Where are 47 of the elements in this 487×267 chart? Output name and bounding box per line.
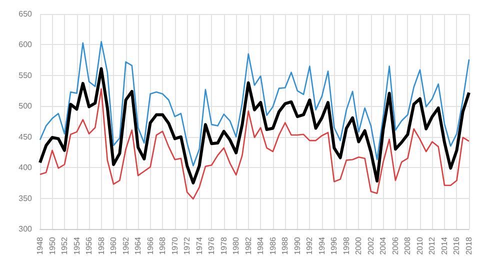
x-tick-label: 1992	[305, 236, 314, 255]
x-tick-label: 1956	[84, 236, 94, 255]
x-tick-label: 1976	[207, 236, 216, 255]
x-tick-label: 1980	[232, 236, 241, 255]
x-tick-label: 1966	[146, 236, 155, 255]
x-tick-label: 1984	[256, 236, 266, 255]
x-tick-label: 2018	[464, 236, 474, 255]
x-tick-label: 1994	[317, 236, 326, 255]
x-tick-label: 1950	[48, 236, 57, 255]
x-tick-label: 1996	[330, 236, 339, 255]
line-series	[39, 88, 470, 200]
x-tick-label: 1978	[219, 236, 228, 255]
y-tick-label: 450	[18, 132, 33, 142]
x-tick-label: 1972	[182, 236, 192, 255]
x-tick-label: 2010	[415, 236, 424, 255]
y-tick-label: 600	[18, 40, 33, 50]
y-tick-label: 400	[18, 163, 33, 172]
x-tick-label: 1962	[121, 236, 130, 255]
x-tick-label: 1990	[292, 236, 302, 255]
x-tick-label: 2000	[354, 236, 364, 255]
x-tick-label: 1954	[72, 236, 82, 255]
x-tick-label: 1958	[96, 236, 106, 255]
x-tick-label: 2012	[428, 236, 437, 255]
x-tick-label: 1986	[268, 236, 278, 255]
x-tick-label: 1974	[194, 236, 204, 255]
x-tick-label: 2016	[452, 236, 462, 255]
x-tick-label: 1998	[342, 236, 351, 255]
x-tick-label: 1964	[134, 236, 143, 255]
x-tick-label: 1952	[60, 236, 70, 255]
y-tick-label: 300	[18, 224, 33, 234]
y-tick-label: 350	[18, 194, 33, 203]
y-tick-label: 500	[18, 102, 33, 111]
line-series	[38, 67, 470, 184]
x-tick-label: 2006	[390, 236, 400, 255]
x-tick-label: 2014	[440, 236, 449, 255]
x-tick-label: 1960	[109, 236, 118, 255]
y-tick-label: 550	[18, 70, 33, 80]
x-tick-label: 2008	[403, 236, 412, 255]
line-series	[39, 40, 470, 166]
y-tick-label: 650	[18, 10, 33, 18]
x-tick-label: 1970	[170, 236, 180, 255]
x-tick-label: 2004	[378, 236, 388, 255]
x-tick-label: 2002	[366, 236, 376, 255]
x-tick-label: 1988	[280, 236, 290, 255]
x-tick-label: 1968	[158, 236, 168, 255]
x-tick-label: 1948	[36, 236, 44, 255]
x-tick-label: 1982	[244, 236, 253, 255]
